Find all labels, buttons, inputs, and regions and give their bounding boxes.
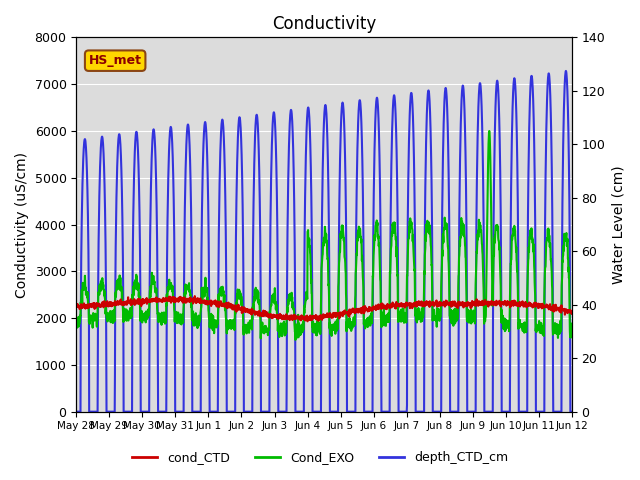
- Y-axis label: Water Level (cm): Water Level (cm): [611, 165, 625, 284]
- Title: Conductivity: Conductivity: [272, 15, 376, 33]
- Y-axis label: Conductivity (uS/cm): Conductivity (uS/cm): [15, 152, 29, 298]
- Text: HS_met: HS_met: [89, 54, 141, 67]
- Legend: cond_CTD, Cond_EXO, depth_CTD_cm: cond_CTD, Cond_EXO, depth_CTD_cm: [127, 446, 513, 469]
